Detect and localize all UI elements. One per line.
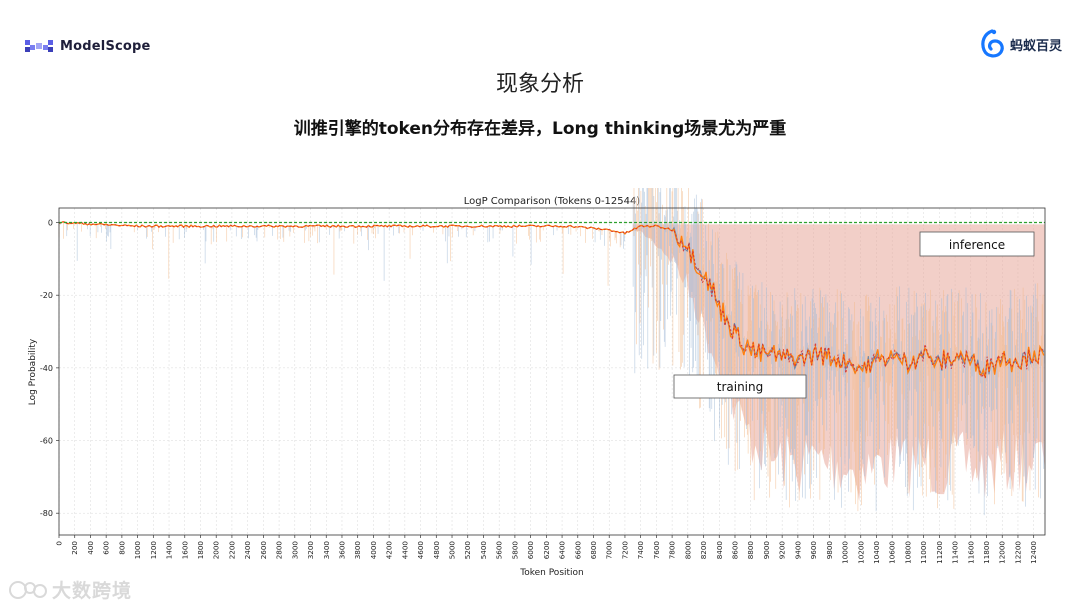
- y-tick-label: -20: [40, 291, 53, 300]
- x-tick-label: 3600: [337, 541, 346, 560]
- x-tick-label: 5600: [495, 541, 504, 560]
- training-series-line: [58, 221, 1045, 378]
- x-tick-label: 2000: [212, 541, 221, 560]
- x-tick-label: 12400: [1029, 541, 1038, 564]
- x-tick-label: 9200: [778, 541, 787, 560]
- x-tick-label: 8000: [683, 541, 692, 560]
- y-tick-label: 0: [48, 219, 53, 228]
- x-tick-label: 3800: [353, 541, 362, 560]
- bailing-logo-icon: [981, 29, 1004, 58]
- x-tick-label: 8400: [715, 541, 724, 560]
- x-tick-label: 2400: [243, 541, 252, 560]
- logp-comparison-chart: LogP Comparison (Tokens 0-12544) 0 -20 -40…: [28, 188, 1046, 578]
- modelscope-logo: ModelScope: [24, 36, 151, 56]
- x-tick-label: 10000: [841, 541, 850, 564]
- x-tick-label: 6200: [542, 541, 551, 560]
- x-tick-label: 1200: [149, 541, 158, 560]
- x-tick-label: 7000: [605, 541, 614, 560]
- training-annotation: training: [673, 374, 807, 399]
- x-tick-label: 1400: [165, 541, 174, 560]
- x-tick-label: 11800: [982, 541, 991, 564]
- x-tick-label: 4200: [385, 541, 394, 560]
- x-tick-label: 6400: [558, 541, 567, 560]
- series-lines: [58, 221, 1045, 379]
- x-tick-label: 9400: [793, 541, 802, 560]
- x-tick-label: 11200: [935, 541, 944, 564]
- x-tick-label: 10200: [856, 541, 865, 564]
- x-tick-label: 400: [86, 541, 95, 555]
- x-tick-label: 10600: [888, 541, 897, 564]
- page-subtitle: 训推引擎的token分布存在差异，Long thinking场景尤为严重: [293, 119, 787, 139]
- x-tick-label: 2800: [275, 541, 284, 560]
- y-tick-label: -60: [40, 437, 53, 446]
- watermark-icon: [9, 580, 47, 599]
- x-tick-label: 7600: [652, 541, 661, 560]
- x-tick-label: 8200: [699, 541, 708, 560]
- inference-annotation-label: inference: [949, 238, 1005, 252]
- x-tick-label: 7400: [636, 541, 645, 560]
- y-axis-label: Log Probability: [28, 338, 38, 405]
- x-axis-ticks: 0 200 400 600 800 1000 1200 1400 1600 1800 2000 220…: [55, 535, 1038, 564]
- x-tick-label: 4600: [416, 541, 425, 560]
- y-tick-label: -80: [40, 509, 53, 518]
- bailing-logo-text: 蚂蚁百灵: [1009, 38, 1062, 54]
- x-tick-label: 5800: [510, 541, 519, 560]
- x-tick-label: 11600: [966, 541, 975, 564]
- x-tick-label: 8600: [730, 541, 739, 560]
- inference-annotation: inference: [919, 231, 1035, 257]
- x-tick-label: 800: [117, 541, 126, 555]
- watermark: 大数跨境: [8, 576, 132, 603]
- x-tick-label: 1000: [133, 541, 142, 560]
- x-tick-label: 6600: [573, 541, 582, 560]
- x-tick-label: 11000: [919, 541, 928, 564]
- x-tick-label: 12000: [998, 541, 1007, 564]
- x-tick-label: 4800: [432, 541, 441, 560]
- training-annotation-label: training: [717, 380, 764, 394]
- x-tick-label: 1800: [196, 541, 205, 560]
- x-tick-label: 9800: [825, 541, 834, 560]
- x-tick-label: 0: [55, 541, 64, 546]
- x-tick-label: 10400: [872, 541, 881, 564]
- x-tick-label: 3000: [290, 541, 299, 560]
- plot-frame: [58, 207, 1046, 536]
- x-tick-label: 6800: [589, 541, 598, 560]
- x-axis-label: Token Position: [519, 568, 584, 578]
- x-tick-label: 2600: [259, 541, 268, 560]
- x-tick-label: 10800: [903, 541, 912, 564]
- x-tick-label: 5400: [479, 541, 488, 560]
- x-tick-label: 600: [102, 541, 111, 555]
- x-tick-label: 200: [70, 541, 79, 555]
- bailing-logo: 蚂蚁百灵: [978, 28, 1062, 60]
- watermark-text: 大数跨境: [52, 580, 133, 602]
- x-tick-label: 2200: [227, 541, 236, 560]
- x-tick-label: 3400: [322, 541, 331, 560]
- x-tick-label: 3200: [306, 541, 315, 560]
- x-tick-label: 4400: [400, 541, 409, 560]
- x-tick-label: 7200: [620, 541, 629, 560]
- y-tick-label: -40: [40, 364, 53, 373]
- x-tick-label: 5000: [448, 541, 457, 560]
- chart-title: LogP Comparison (Tokens 0-12544): [464, 196, 641, 207]
- modelscope-logo-text: ModelScope: [60, 38, 151, 54]
- x-tick-label: 11400: [951, 541, 960, 564]
- x-tick-label: 12200: [1013, 541, 1022, 564]
- y-axis-ticks: 0 -20 -40 -60 -80: [40, 219, 59, 518]
- x-tick-label: 1600: [180, 541, 189, 560]
- page-title: 现象分析: [495, 72, 584, 97]
- x-tick-label: 7800: [668, 541, 677, 560]
- x-tick-label: 6000: [526, 541, 535, 560]
- x-tick-label: 9000: [762, 541, 771, 560]
- x-tick-label: 5200: [463, 541, 472, 560]
- x-tick-label: 8800: [746, 541, 755, 560]
- x-tick-label: 4000: [369, 541, 378, 560]
- x-tick-label: 9600: [809, 541, 818, 560]
- modelscope-logo-icon: [25, 40, 53, 52]
